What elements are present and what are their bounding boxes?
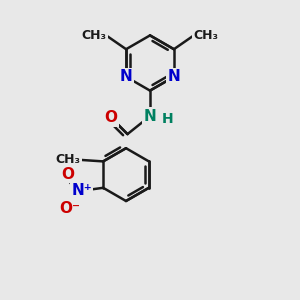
Text: N: N	[167, 69, 180, 84]
Text: O⁻: O⁻	[59, 201, 80, 216]
Text: N: N	[144, 109, 156, 124]
Text: CH₃: CH₃	[82, 29, 106, 42]
Text: N: N	[120, 69, 133, 84]
Text: N⁺: N⁺	[71, 183, 92, 198]
Text: CH₃: CH₃	[194, 29, 218, 42]
Text: CH₃: CH₃	[56, 153, 81, 167]
Text: H: H	[161, 112, 173, 126]
Text: O: O	[61, 167, 74, 182]
Text: O: O	[104, 110, 118, 125]
